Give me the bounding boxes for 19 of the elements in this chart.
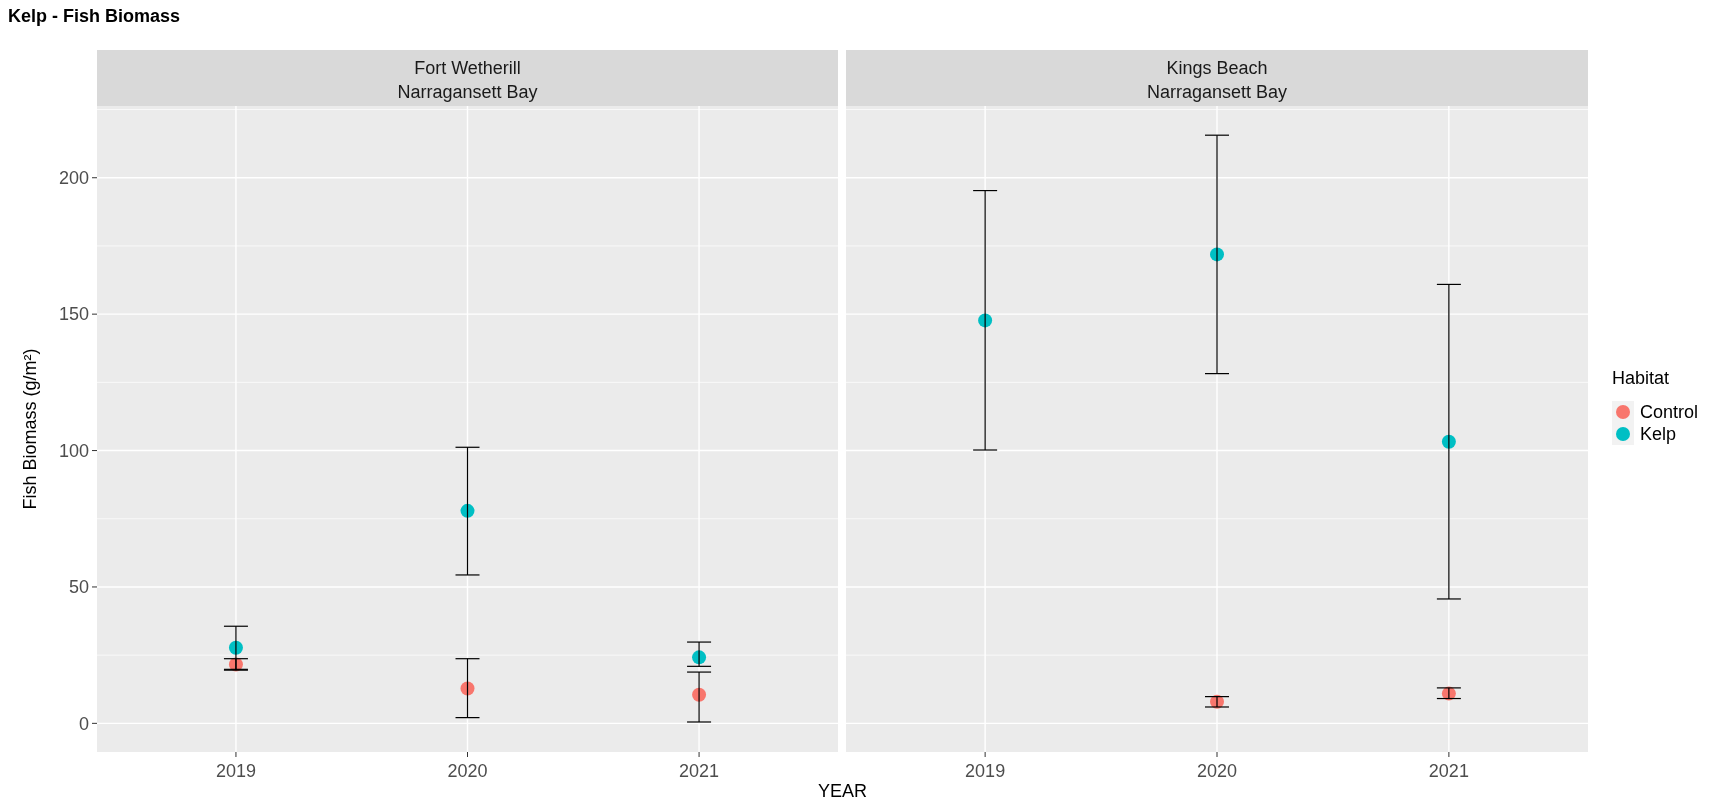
x-tick-label: 2019 (215, 761, 256, 781)
x-tick-label: 2021 (679, 761, 720, 781)
x-tick-label: 2019 (965, 761, 1006, 781)
y-axis-title: Fish Biomass (g/m²) (20, 348, 40, 510)
chart-title: Kelp - Fish Biomass (8, 6, 181, 26)
legend-title: Habitat (1612, 368, 1670, 388)
x-axis-title: YEAR (817, 781, 868, 801)
x-tick-label: 2021 (1428, 761, 1469, 781)
legend-label: Kelp (1640, 424, 1677, 445)
y-tick-label: 0 (78, 713, 89, 734)
x-tick-label: 2020 (1196, 761, 1238, 781)
y-tick-label: 100 (58, 440, 89, 461)
legend-label: Control (1640, 402, 1699, 423)
y-tick-label: 200 (58, 168, 89, 189)
x-tick-label: 2020 (447, 761, 488, 781)
chart-subtitle: Fort Wetherill Narragansett Bay (397, 58, 538, 102)
y-tick-label: 50 (68, 577, 89, 598)
y-tick-label: 150 (58, 304, 89, 325)
chart-subtitle: Kings Beach Narragansett Bay (1146, 58, 1288, 102)
